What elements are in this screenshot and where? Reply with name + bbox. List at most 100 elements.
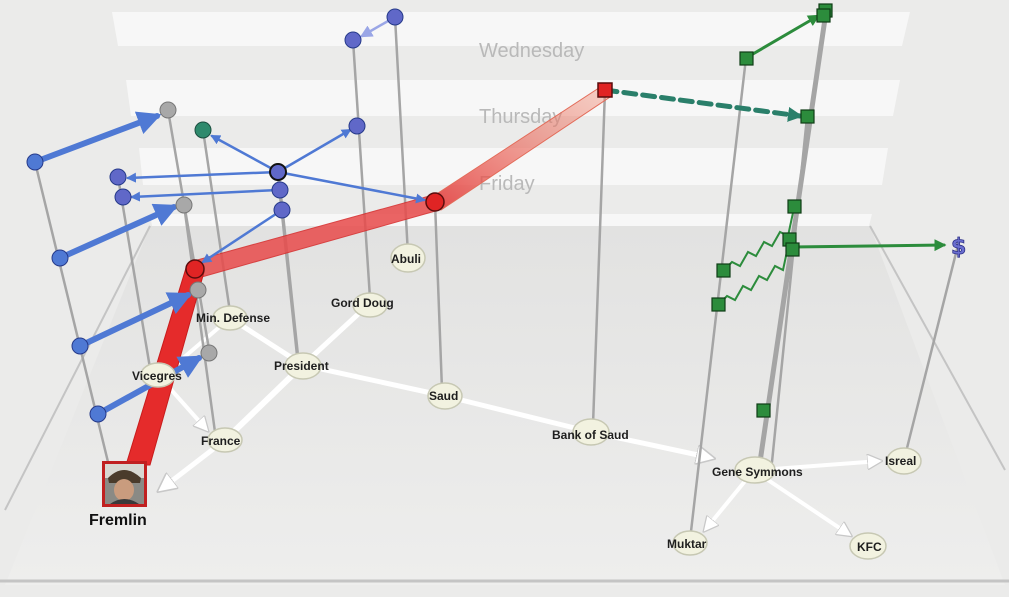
blue-arrow-7	[126, 170, 280, 183]
stalk-bank	[591, 88, 607, 427]
event-dot[interactable]	[200, 344, 218, 362]
day-label-wednesday: Wednesday	[479, 40, 584, 62]
node-muktar[interactable]	[672, 530, 708, 556]
label-gord-doug: Gord Doug	[331, 296, 394, 310]
day-band-thursday	[126, 80, 900, 116]
node-saud[interactable]	[427, 382, 463, 410]
green-arrow-top	[744, 14, 821, 60]
green-squares	[711, 3, 833, 418]
event-dot-teal[interactable]	[194, 121, 212, 139]
event-dot[interactable]	[89, 405, 107, 423]
event-dot[interactable]	[269, 163, 287, 181]
blue-arrow-8	[276, 170, 426, 204]
green-arrow-money	[790, 239, 947, 252]
node-kfc[interactable]	[849, 532, 887, 560]
node-president[interactable]	[284, 352, 322, 380]
label-kfc: KFC	[857, 540, 882, 554]
stalk-isreal	[903, 243, 960, 458]
event-square[interactable]	[716, 263, 731, 278]
blue-arrow-2	[57, 203, 179, 261]
event-dot-highlight[interactable]	[185, 259, 205, 279]
edge-bank-gene	[588, 429, 712, 458]
event-square[interactable]	[800, 109, 815, 124]
event-dot[interactable]	[109, 168, 127, 186]
label-france: France	[201, 434, 241, 448]
node-abuli[interactable]	[390, 243, 426, 273]
blue-arrow-10	[201, 208, 284, 264]
green-arrow-dashed	[602, 87, 803, 122]
ground-edge-right	[869, 225, 1006, 471]
event-dot-highlight[interactable]	[425, 192, 445, 212]
day-label-friday: Friday	[479, 173, 535, 195]
label-muktar: Muktar	[667, 537, 707, 551]
event-square[interactable]	[739, 51, 754, 66]
event-square[interactable]	[711, 297, 726, 312]
edge-gene-kfc	[763, 476, 850, 535]
event-dot[interactable]	[271, 181, 289, 199]
fremlin-avatar[interactable]	[102, 461, 147, 507]
edge-saud-bank	[442, 393, 594, 435]
node-gord-doug[interactable]	[352, 292, 388, 318]
blue-arrow-5	[210, 134, 280, 174]
green-zigzag-2	[718, 241, 790, 305]
stalk-vicegres-2	[116, 175, 152, 370]
event-dot[interactable]	[51, 249, 69, 267]
day-label-thursday: Thursday	[479, 106, 562, 128]
blue-arrow-6	[276, 128, 352, 174]
event-dot[interactable]	[386, 8, 404, 26]
stalk-gene-2	[770, 115, 809, 464]
event-dot[interactable]	[189, 281, 207, 299]
event-square[interactable]	[785, 242, 800, 257]
node-isreal[interactable]	[886, 447, 922, 475]
label-saud: Saud	[429, 389, 458, 403]
label-president: President	[274, 359, 329, 373]
edge-gene-muktar	[705, 473, 752, 530]
grey-dots	[159, 101, 218, 362]
blue-arrow-4	[95, 355, 204, 417]
label-vicegres: Vicegres	[132, 369, 182, 383]
money-icon: $	[951, 235, 966, 260]
event-dot[interactable]	[344, 31, 362, 49]
event-square[interactable]	[756, 403, 771, 418]
event-dot[interactable]	[26, 153, 44, 171]
edge-president-saud	[300, 362, 448, 399]
event-dot[interactable]	[348, 117, 366, 135]
event-dots	[26, 8, 404, 423]
day-band-friday	[139, 148, 888, 185]
blue-events	[32, 15, 426, 417]
label-abuli: Abuli	[391, 252, 421, 266]
event-dot[interactable]	[159, 101, 177, 119]
event-dot[interactable]	[114, 188, 132, 206]
event-dot[interactable]	[71, 337, 89, 355]
stalk-france-top	[182, 203, 217, 434]
label-fremlin: Fremlin	[89, 512, 147, 529]
stalk-gord-doug	[351, 38, 372, 300]
node-vicegres[interactable]	[140, 362, 176, 388]
label-min-defense: Min. Defense	[196, 311, 270, 325]
node-gene-symmons[interactable]	[734, 456, 776, 484]
label-isreal: Isreal	[885, 454, 916, 468]
day-band-wednesday	[112, 12, 910, 46]
stalk-saud	[433, 200, 444, 392]
event-square[interactable]	[816, 8, 831, 23]
blue-arrow-3	[77, 292, 193, 349]
blue-arrow-1	[32, 111, 162, 165]
edge-president-france	[222, 362, 306, 443]
stalk-min-defense	[201, 128, 232, 314]
edge-gene-isreal	[758, 461, 880, 472]
ground-plane	[5, 226, 1005, 585]
node-min-defense[interactable]	[212, 305, 248, 331]
ground-edge-left	[4, 225, 151, 511]
label-bank-of-saud: Bank of Saud	[552, 428, 629, 442]
event-square[interactable]	[787, 199, 802, 214]
event-square-highlight[interactable]	[597, 82, 613, 98]
event-dot[interactable]	[175, 196, 193, 214]
node-bank-of-saud[interactable]	[572, 418, 610, 446]
entity-nodes	[140, 243, 922, 560]
event-dot[interactable]	[273, 201, 291, 219]
label-gene-symmons: Gene Symmons	[712, 465, 803, 479]
node-france[interactable]	[207, 427, 243, 453]
blue-arrow-9	[130, 188, 280, 202]
